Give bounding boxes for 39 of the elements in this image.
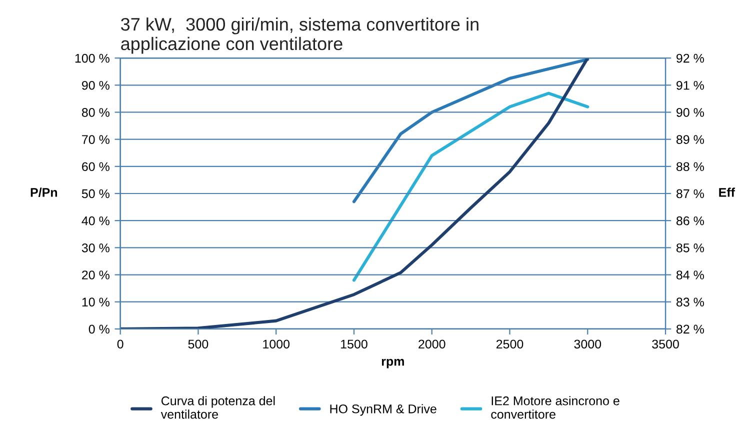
y-tick-label: 30 % (82, 243, 110, 252)
y-axis-title: P/Pn (30, 188, 58, 197)
y2-tick-label: 86 % (676, 216, 704, 226)
legend-label: IE2 Motore asincrono e convertitore (491, 396, 620, 419)
x-tick-label: 1000 (263, 340, 290, 349)
x-tick-label: 2500 (496, 340, 524, 349)
line-series (352, 92, 590, 282)
y-tick-label: 20 % (82, 270, 110, 280)
y-tick-label: 0 % (88, 324, 110, 334)
x-tick-label: 2000 (418, 340, 446, 349)
y2-tick-label: 89 % (676, 135, 704, 144)
y2-tick-label: 91 % (676, 80, 704, 90)
y2-tick-label: 84 % (676, 270, 704, 280)
y-tick-label: 90 % (82, 80, 110, 90)
x-tick-label: 0 (117, 340, 124, 349)
x-tick-label: 500 (188, 340, 208, 349)
y2-tick-label: 90 % (676, 108, 704, 117)
line-series (352, 58, 590, 204)
y2-tick-label: 87 % (676, 189, 704, 198)
x-tick-label: 3500 (652, 340, 679, 349)
y2-tick-label: 88 % (676, 162, 704, 172)
legend-label: Curva di potenza del ventilatore (160, 396, 275, 419)
x-axis-title: rpm (382, 358, 404, 368)
y-tick-label: 100 % (75, 54, 110, 63)
x-tick-label: 3000 (574, 340, 602, 349)
chart-title: 37 kW, 3000 giri/min, sistema convertitore in applicazione con ventilatore (121, 17, 478, 54)
y-tick-label: 10 % (82, 298, 110, 307)
y2-tick-label: 82 % (676, 324, 704, 334)
y-tick-label: 40 % (82, 216, 110, 226)
y2-tick-label: 85 % (676, 243, 704, 252)
y-tick-label: 60 % (82, 162, 110, 172)
y2-tick-label: 92 % (676, 54, 704, 63)
x-tick-label: 1500 (341, 340, 368, 349)
y2-axis-title: Eff (719, 188, 736, 197)
y-tick-label: 50 % (82, 189, 110, 198)
y2-tick-label: 83 % (676, 298, 704, 307)
y-tick-label: 70 % (82, 135, 110, 144)
y-tick-label: 80 % (82, 108, 110, 117)
legend-label: HO SynRM & Drive (330, 404, 436, 416)
